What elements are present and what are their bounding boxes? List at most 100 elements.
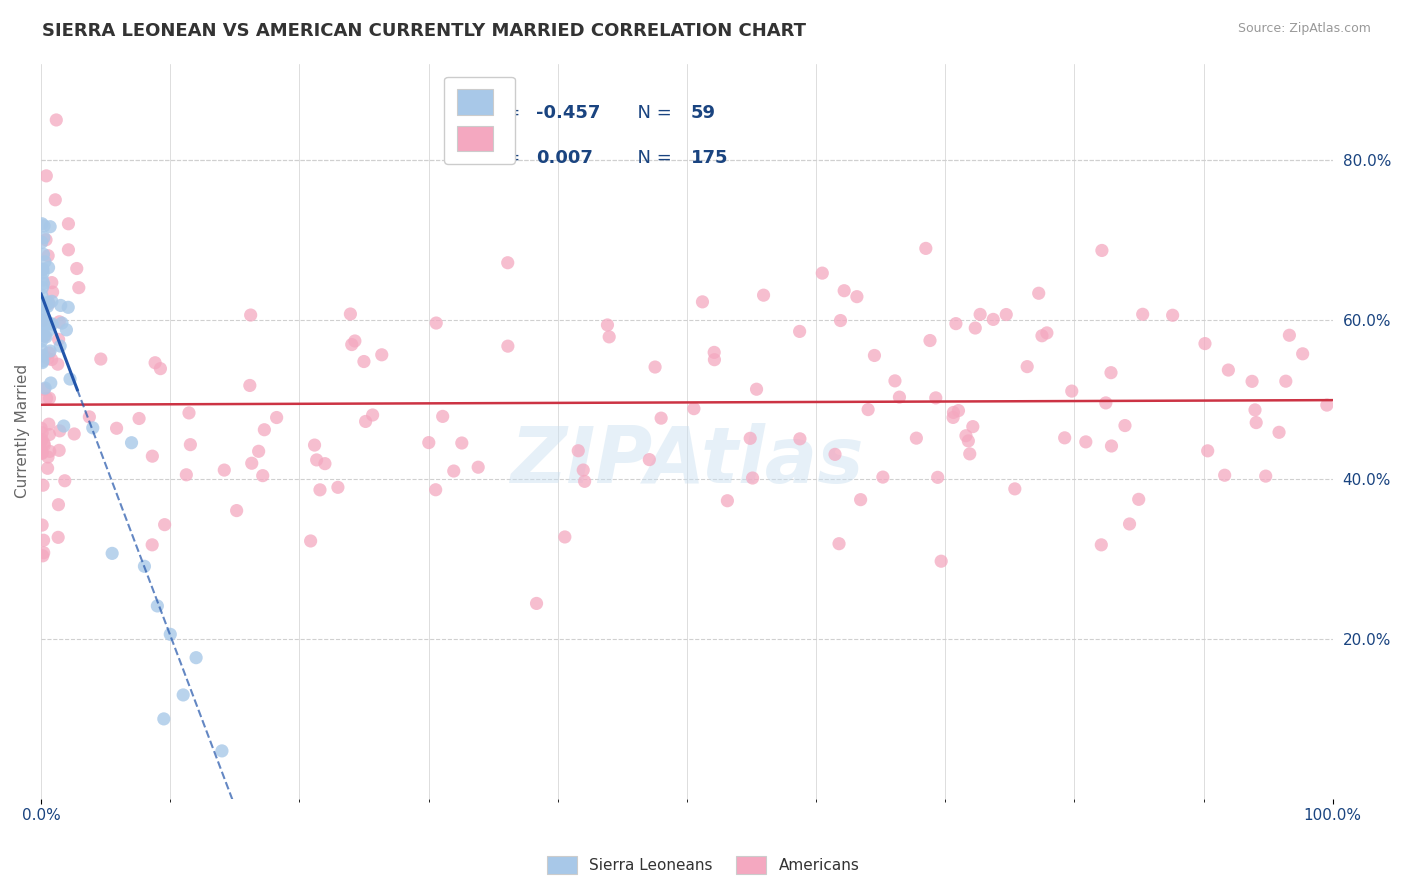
Point <box>1017 359 1039 374</box>
Point <box>789 325 811 339</box>
Point <box>37 461 59 475</box>
Point <box>314 457 336 471</box>
Point <box>31 273 53 287</box>
Point <box>741 471 763 485</box>
Point <box>37 450 59 464</box>
Point <box>845 290 868 304</box>
Point <box>927 470 949 484</box>
Point <box>39 376 62 390</box>
Point <box>41 285 63 299</box>
Point <box>39 219 62 234</box>
Point <box>1053 431 1076 445</box>
Point <box>58 301 80 315</box>
Point <box>32 247 55 261</box>
Point <box>58 243 80 257</box>
Point <box>82 421 104 435</box>
Point <box>567 443 589 458</box>
Point <box>35 391 58 405</box>
Point <box>30 421 52 435</box>
Point <box>31 549 53 563</box>
Point <box>49 339 72 353</box>
Point <box>32 382 55 396</box>
Point <box>38 296 60 310</box>
Point <box>38 317 60 331</box>
Point <box>41 276 63 290</box>
Point <box>153 517 176 532</box>
Text: ZIPAtlas: ZIPAtlas <box>510 423 863 499</box>
Point <box>1095 396 1118 410</box>
Point <box>30 343 52 357</box>
Point <box>995 308 1018 322</box>
Y-axis label: Currently Married: Currently Married <box>15 364 30 499</box>
Point <box>48 443 70 458</box>
Point <box>432 409 454 424</box>
Point <box>153 712 176 726</box>
Point <box>1161 308 1184 322</box>
Point <box>467 460 489 475</box>
Point <box>1114 418 1136 433</box>
Point <box>146 599 169 613</box>
Point <box>1036 326 1059 340</box>
Point <box>914 241 936 255</box>
Point <box>41 294 63 309</box>
Point <box>1194 336 1216 351</box>
Point <box>38 417 60 431</box>
Point <box>225 503 247 517</box>
Text: R =: R = <box>486 149 526 167</box>
Point <box>650 411 672 425</box>
Point <box>305 453 328 467</box>
Text: -0.457: -0.457 <box>536 104 600 122</box>
Point <box>38 346 60 360</box>
Point <box>59 372 82 386</box>
Point <box>46 357 69 371</box>
Point <box>354 414 377 428</box>
Text: 59: 59 <box>690 104 716 122</box>
Point <box>856 402 879 417</box>
Point <box>1091 244 1114 258</box>
Point <box>1244 416 1267 430</box>
Legend: Sierra Leoneans, Americans: Sierra Leoneans, Americans <box>540 850 866 880</box>
Text: N =: N = <box>626 149 678 167</box>
Point <box>214 463 236 477</box>
Point <box>31 324 53 338</box>
Point <box>30 295 52 310</box>
Text: SIERRA LEONEAN VS AMERICAN CURRENTLY MARRIED CORRELATION CHART: SIERRA LEONEAN VS AMERICAN CURRENTLY MAR… <box>42 22 806 40</box>
Point <box>450 436 472 450</box>
Point <box>496 339 519 353</box>
Point <box>58 217 80 231</box>
Point <box>143 356 166 370</box>
Point <box>240 456 263 470</box>
Point <box>239 378 262 392</box>
Point <box>32 329 55 343</box>
Point <box>1275 374 1298 388</box>
Point <box>51 316 73 330</box>
Point <box>247 444 270 458</box>
Point <box>598 330 620 344</box>
Point <box>105 421 128 435</box>
Point <box>30 446 52 460</box>
Point <box>1031 328 1053 343</box>
Point <box>32 266 55 280</box>
Point <box>945 317 967 331</box>
Point <box>1028 286 1050 301</box>
Point <box>66 261 89 276</box>
Point <box>1060 384 1083 398</box>
Point <box>31 262 53 277</box>
Point <box>1090 538 1112 552</box>
Point <box>32 546 55 560</box>
Point <box>32 219 55 233</box>
Point <box>31 288 53 302</box>
Point <box>31 349 53 363</box>
Point <box>1244 403 1267 417</box>
Point <box>1074 434 1097 449</box>
Point <box>981 312 1004 326</box>
Point <box>31 445 53 459</box>
Point <box>53 474 76 488</box>
Point <box>38 260 60 275</box>
Point <box>942 405 965 419</box>
Point <box>46 530 69 544</box>
Text: 0.007: 0.007 <box>536 149 593 167</box>
Point <box>176 467 198 482</box>
Point <box>31 280 53 294</box>
Point <box>121 435 143 450</box>
